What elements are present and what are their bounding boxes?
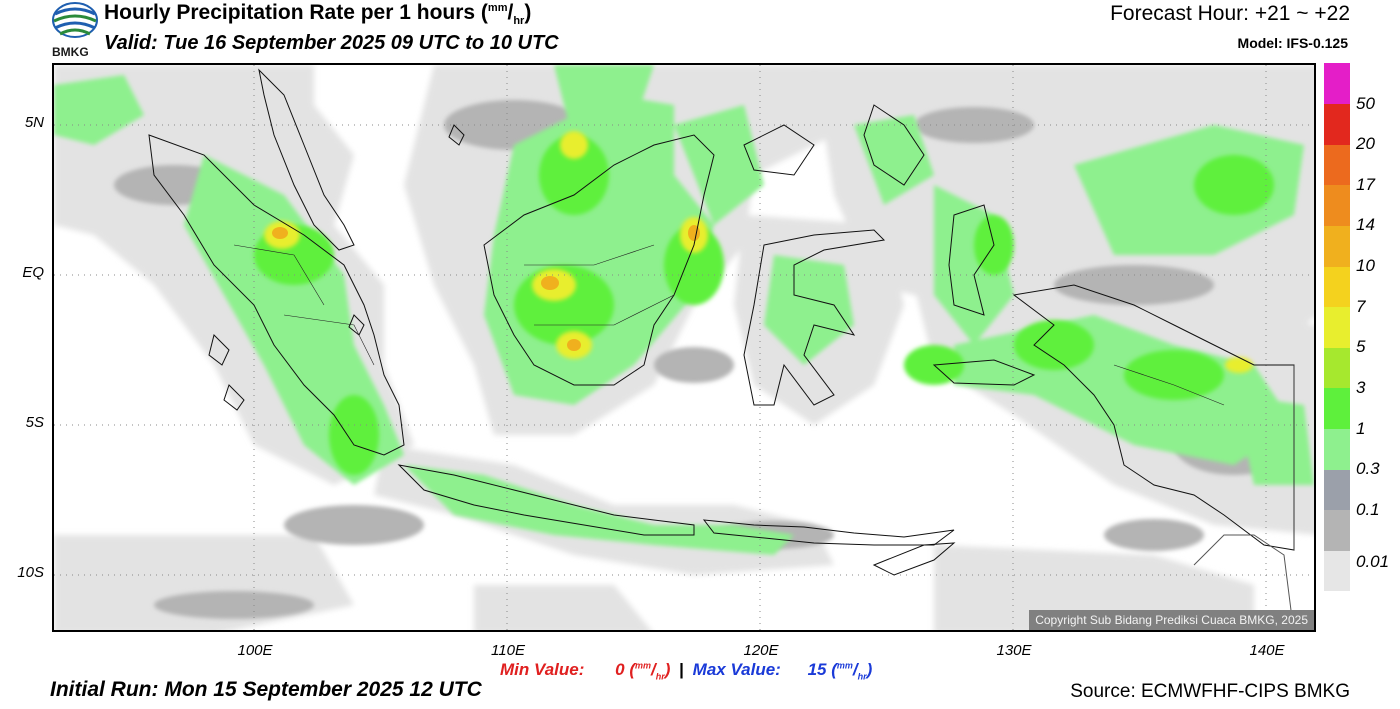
colorbar-segment	[1324, 550, 1350, 592]
min-max-values: Min Value: 0 (mm/hr) | Max Value: 15 (mm…	[500, 660, 873, 682]
forecast-hour: Forecast Hour: +21 ~ +22	[1110, 2, 1350, 25]
colorbar	[1324, 63, 1350, 592]
lat-label-5s: 5S	[25, 414, 44, 431]
logo-text: BMKG	[52, 45, 89, 59]
chart-title: Hourly Precipitation Rate per 1 hours (m…	[104, 1, 532, 28]
map-canvas	[54, 65, 1314, 630]
min-unit-num: mm	[635, 660, 652, 671]
colorbar-segment	[1324, 347, 1350, 389]
colorbar-segment	[1324, 387, 1350, 430]
colorbar-segment	[1324, 184, 1350, 226]
provincial-borders	[233, 244, 1225, 406]
model-label: Model: IFS-0.125	[1237, 35, 1348, 51]
min-max-separator: |	[679, 660, 684, 679]
min-unit-den: hr	[655, 671, 665, 682]
title-unit-num: mm	[487, 2, 508, 14]
max-unit-den: hr	[857, 671, 867, 682]
colorbar-segment	[1324, 63, 1350, 105]
colorbar-level-label: 17	[1356, 174, 1375, 194]
colorbar-level-label: 3	[1356, 377, 1366, 397]
precip-field-orange	[272, 225, 700, 351]
lon-label-120e: 120E	[743, 642, 779, 659]
max-value: 15	[807, 660, 827, 679]
max-unit-num: mm	[836, 660, 853, 671]
lon-label-100e: 100E	[237, 642, 273, 659]
lat-label-10s: 10S	[17, 564, 44, 581]
copyright-badge: Copyright Sub Bidang Prediksi Cuaca BMKG…	[1029, 610, 1314, 630]
lat-label-eq: EQ	[22, 264, 44, 281]
data-source: Source: ECMWFHF-CIPS BMKG	[1070, 681, 1350, 702]
title-unit-den: hr	[513, 15, 525, 28]
colorbar-level-label: 1	[1356, 418, 1366, 438]
coastlines	[148, 68, 1295, 630]
max-value-label: Max Value:	[692, 660, 781, 679]
colorbar-segment	[1324, 428, 1350, 470]
colorbar-level-label: 10	[1356, 256, 1375, 276]
precipitation-map	[52, 63, 1316, 632]
lat-label-5n: 5N	[24, 114, 44, 131]
initial-run: Initial Run: Mon 15 September 2025 12 UT…	[50, 678, 482, 701]
lon-label-110e: 110E	[491, 642, 525, 659]
colorbar-segment	[1324, 469, 1350, 511]
colorbar-segment	[1324, 144, 1350, 186]
colorbar-level-label: 7	[1356, 296, 1366, 316]
bmkg-logo-icon	[50, 0, 100, 60]
colorbar-segment	[1324, 225, 1350, 267]
colorbar-level-label: 5	[1356, 337, 1366, 357]
colorbar-level-label: 20	[1356, 134, 1375, 154]
valid-time: Valid: Tue 16 September 2025 09 UTC to 1…	[104, 32, 559, 54]
lon-label-130e: 130E	[996, 642, 1032, 659]
lon-label-140e: 140E	[1249, 642, 1285, 659]
colorbar-level-label: 0.3	[1356, 459, 1380, 479]
colorbar-segment	[1324, 306, 1350, 348]
title-text: Hourly Precipitation Rate per 1 hours	[104, 1, 476, 24]
colorbar-level-label: 0.1	[1356, 499, 1380, 519]
map-gridlines	[54, 65, 1314, 630]
colorbar-segment	[1324, 103, 1350, 145]
colorbar-level-label: 0.01	[1356, 552, 1390, 572]
min-value: 0	[615, 660, 625, 679]
colorbar-level-label: 50	[1356, 93, 1375, 113]
min-value-label: Min Value:	[500, 660, 585, 679]
colorbar-segment	[1324, 509, 1350, 551]
colorbar-segment	[1324, 266, 1350, 308]
colorbar-level-label: 14	[1356, 215, 1375, 235]
